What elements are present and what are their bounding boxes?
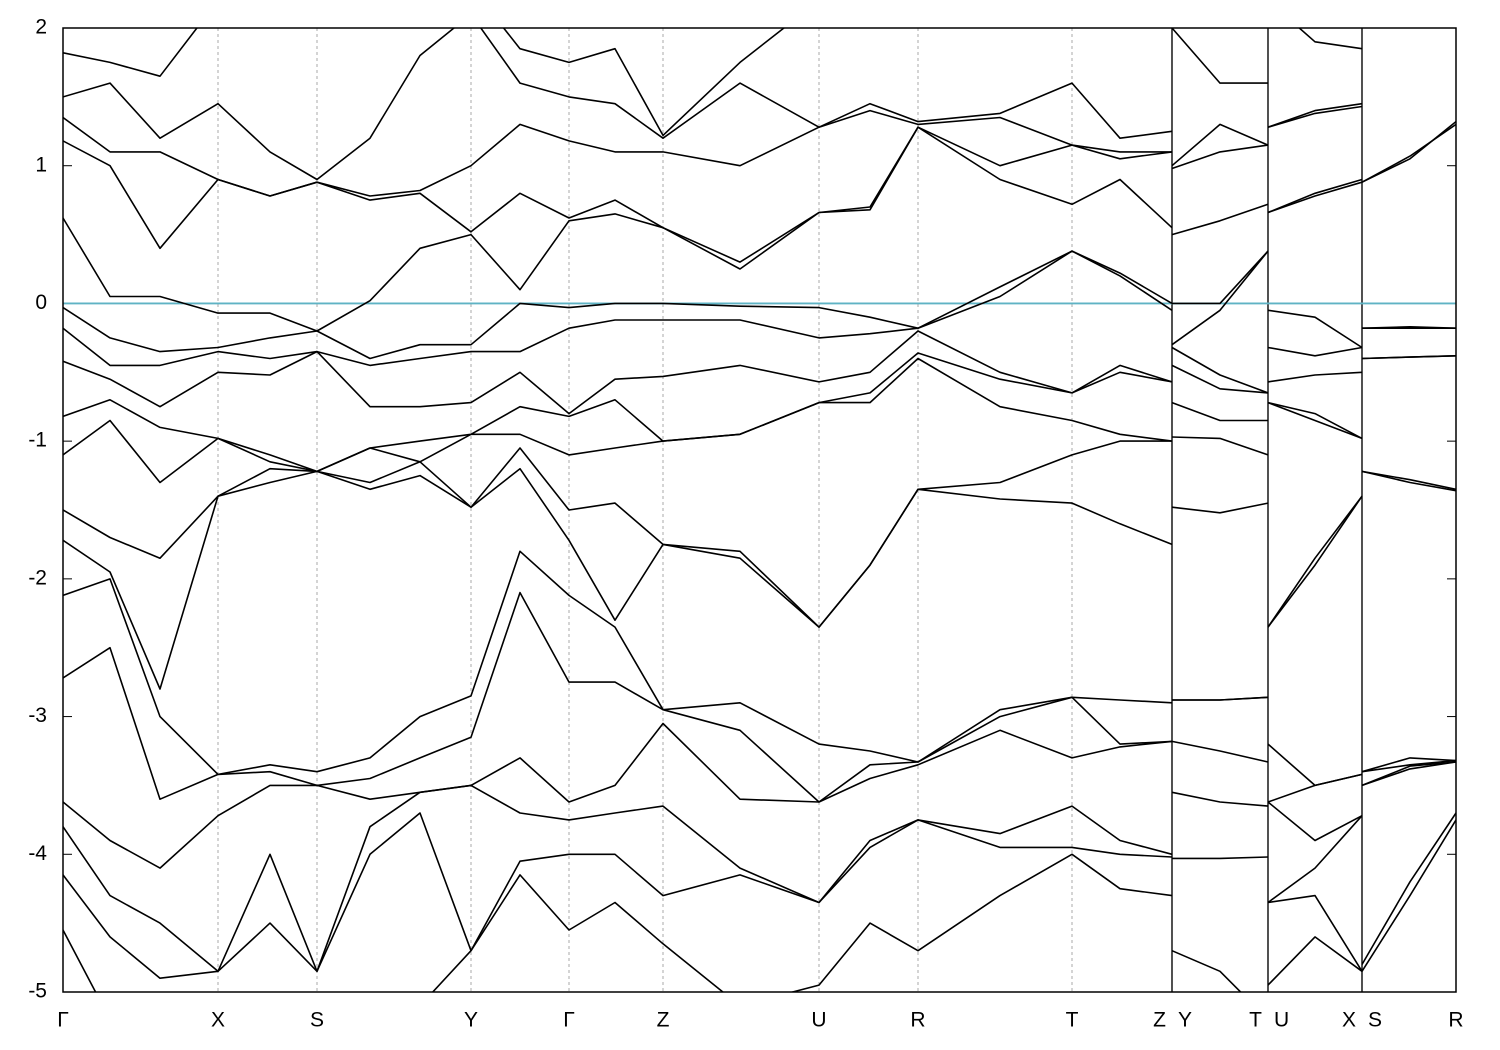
band-line <box>63 355 1456 484</box>
band-line <box>63 123 1456 360</box>
x-tick-label: S <box>1368 1009 1382 1032</box>
x-tick-label: U <box>1274 1009 1289 1032</box>
band-line <box>63 327 1456 415</box>
band-line <box>63 28 1363 137</box>
band-line <box>63 819 1456 992</box>
band-line <box>63 722 1456 869</box>
x-tick-label: X <box>1342 1009 1356 1032</box>
y-tick-label: -3 <box>28 704 47 727</box>
band-line <box>63 591 1456 803</box>
y-tick-label: -1 <box>28 429 47 452</box>
band-line <box>63 352 1456 473</box>
x-tick-label: Γ <box>563 1009 575 1032</box>
x-tick-label: X <box>211 1009 225 1032</box>
y-tick-label: -5 <box>28 980 47 1003</box>
y-tick-label: -4 <box>28 842 47 865</box>
x-tick-label: S <box>310 1009 324 1032</box>
band-line <box>63 761 1456 973</box>
x-tick-label: Y <box>464 1009 478 1032</box>
y-tick-label: 0 <box>35 291 47 314</box>
grid-layer <box>63 27 1456 993</box>
x-tick-label: Z <box>1153 1009 1166 1032</box>
x-tick-label: U <box>811 1009 826 1032</box>
band-line <box>63 550 1456 787</box>
band-line <box>63 812 1456 979</box>
x-tick-label: T <box>1066 1009 1079 1032</box>
band-line <box>63 28 1363 181</box>
y-tick-label: -2 <box>28 566 47 589</box>
x-tick-label: Γ <box>57 1009 69 1032</box>
band-line <box>63 105 1363 197</box>
x-tick-label: Z <box>657 1009 670 1032</box>
x-tick-label: T <box>1249 1009 1262 1032</box>
band-line <box>63 120 1456 332</box>
band-layer <box>63 28 1456 992</box>
band-line <box>63 126 1363 263</box>
y-tick-label: 1 <box>35 153 47 176</box>
band-line <box>63 250 1456 367</box>
y-tick-label: 2 <box>35 16 47 39</box>
x-tick-label: Y <box>1178 1009 1192 1032</box>
x-tick-label: R <box>1448 1009 1463 1032</box>
band-line <box>63 467 1456 690</box>
band-line <box>63 436 1456 628</box>
plot-frame <box>62 27 1457 993</box>
x-tick-label: R <box>910 1009 925 1032</box>
